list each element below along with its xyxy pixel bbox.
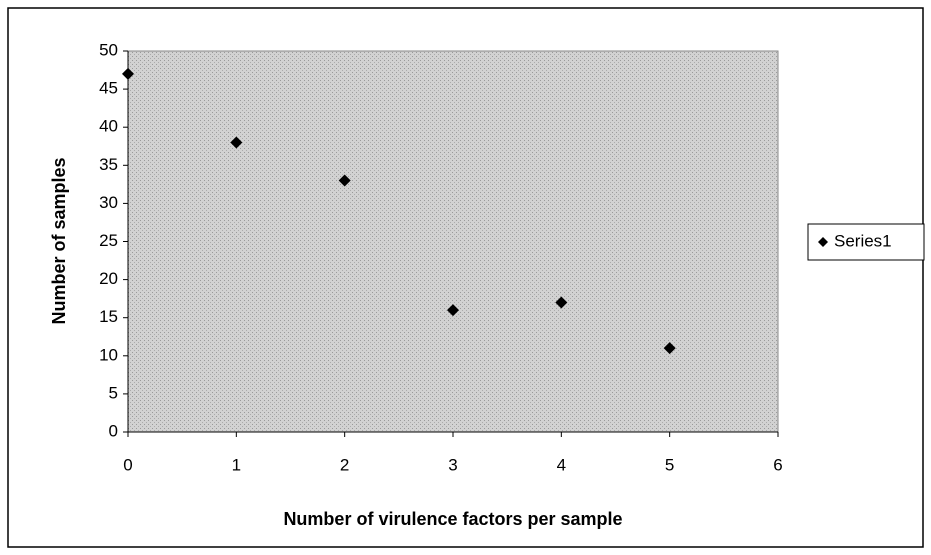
x-tick-label: 4	[557, 455, 566, 474]
y-tick-label: 5	[109, 383, 118, 402]
y-axis-title: Number of samples	[49, 157, 69, 324]
y-tick-label: 30	[99, 193, 118, 212]
data-point	[338, 174, 351, 187]
x-axis-title: Number of virulence factors per sample	[283, 509, 622, 529]
x-tick-label: 0	[123, 455, 132, 474]
x-tick-label: 6	[773, 455, 782, 474]
legend-label: Series1	[834, 231, 892, 250]
y-tick-label: 20	[99, 269, 118, 288]
y-tick-label: 40	[99, 117, 118, 136]
x-tick-label: 3	[448, 455, 457, 474]
y-tick-label: 0	[109, 421, 118, 440]
y-tick-label: 15	[99, 307, 118, 326]
data-point	[447, 304, 459, 317]
x-tick-label: 2	[340, 455, 349, 474]
x-tick-label: 5	[665, 455, 674, 474]
y-tick-label: 10	[99, 345, 118, 364]
y-tick-label: 50	[99, 40, 118, 59]
x-tick-label: 1	[232, 455, 241, 474]
y-tick-label: 45	[99, 79, 118, 98]
y-tick-label: 35	[99, 155, 118, 174]
legend-marker	[818, 237, 828, 247]
data-point	[663, 342, 676, 355]
plot-area	[127, 50, 779, 433]
data-point	[230, 136, 243, 149]
y-tick-label: 25	[99, 231, 118, 250]
data-point	[555, 296, 568, 309]
data-point	[122, 67, 134, 80]
